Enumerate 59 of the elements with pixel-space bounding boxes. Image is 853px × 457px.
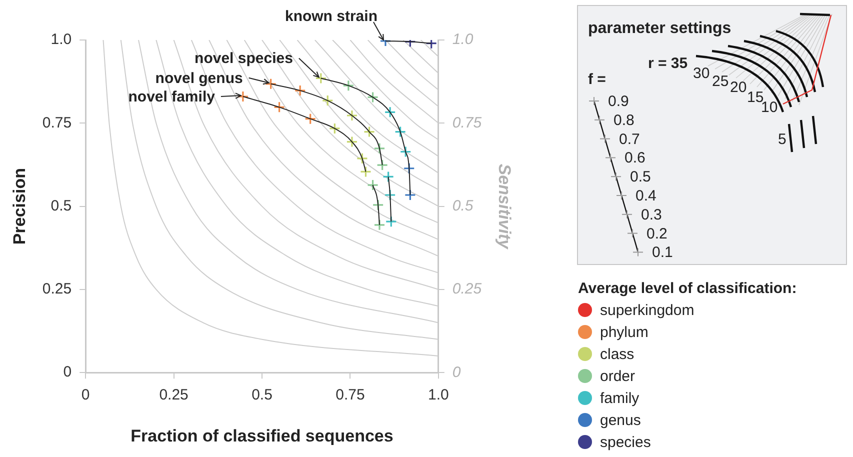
point (294, 84, 306, 96)
x-tick-label: 0 (81, 386, 90, 404)
point (384, 106, 396, 118)
point (328, 122, 340, 134)
x-tick-label: 1.0 (428, 386, 449, 404)
point (382, 170, 394, 182)
legend-label: family (600, 390, 640, 406)
y-tick-label: 0.5 (50, 197, 72, 214)
point (360, 166, 372, 178)
point (265, 78, 277, 90)
point (374, 142, 386, 154)
y-tick-label: 0.75 (42, 114, 72, 132)
point (346, 136, 358, 148)
point (394, 126, 406, 138)
y2-tick-label: 0.25 (452, 280, 482, 298)
point (404, 189, 416, 201)
point (363, 126, 376, 138)
y-tick-label: 0 (63, 364, 72, 381)
point (342, 80, 354, 92)
parameter-diagram: parameter settings f = 0.9 0.8 0.7 0.6 0.5 0.4 0.3 0.2 0.1 r = 35 3025201510 5 (577, 5, 847, 265)
x-axis-title: Fraction of classified sequences (130, 426, 394, 446)
annotation: novel genus (155, 70, 243, 87)
y2-tick-label: 1.0 (452, 31, 474, 48)
point (356, 152, 368, 164)
y-axis-title: Precision (10, 168, 29, 245)
point (376, 159, 388, 171)
legend-label: phylum (600, 324, 648, 340)
point (372, 199, 384, 211)
legend-label: order (600, 368, 636, 384)
annotation: novel species (194, 50, 293, 68)
annotation: known strain (284, 8, 378, 25)
legend-label: species (600, 434, 651, 450)
point (273, 101, 286, 113)
y2-tick-label: 0 (452, 364, 462, 381)
y-tick-label: 1.0 (50, 31, 72, 48)
point (400, 146, 412, 158)
x-tick-label: 0.25 (159, 386, 188, 404)
x-tick-label: 0.5 (252, 386, 272, 404)
y-tick-label: 0.25 (42, 280, 72, 298)
point (403, 162, 415, 174)
point (385, 216, 397, 228)
x-tick-label: 0.75 (336, 386, 365, 404)
y2-tick-label: 0.5 (452, 197, 474, 214)
point (346, 110, 358, 122)
legend-label: superkingdom (600, 302, 694, 318)
point (322, 94, 334, 106)
point (304, 113, 316, 125)
legend-title: Average level of classification: (578, 280, 797, 297)
legend-label: genus (600, 412, 641, 428)
point (366, 179, 379, 191)
legend-label: class (600, 346, 634, 362)
point (366, 91, 379, 104)
point (315, 72, 327, 84)
point (384, 189, 396, 201)
point (374, 219, 386, 231)
point (237, 90, 249, 102)
y2-tick-label: 0.75 (452, 114, 482, 132)
annotation: novel family (128, 88, 216, 106)
y2-axis-title: Sensitivity (495, 164, 514, 250)
